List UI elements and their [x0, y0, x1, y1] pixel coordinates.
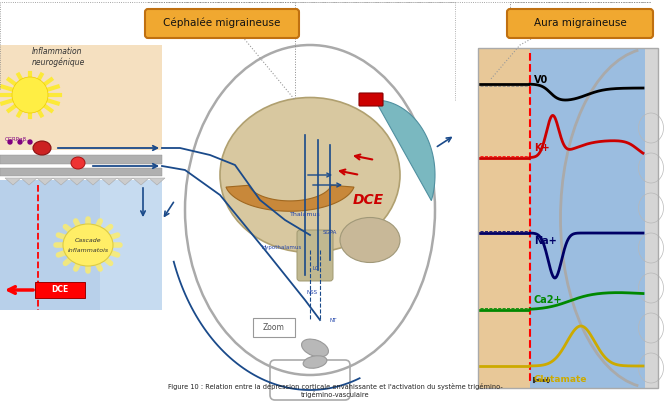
- Polygon shape: [226, 185, 354, 211]
- Polygon shape: [101, 178, 117, 185]
- Polygon shape: [69, 178, 85, 185]
- Bar: [0, 180, 162, 310]
- Bar: [35, 282, 85, 298]
- Polygon shape: [149, 178, 165, 185]
- Text: Aura migraineuse: Aura migraineuse: [533, 18, 626, 28]
- Text: DCE: DCE: [52, 286, 68, 294]
- Bar: [645, 48, 658, 388]
- Ellipse shape: [302, 339, 328, 357]
- Text: CGRPαβ.: CGRPαβ.: [5, 138, 29, 142]
- Polygon shape: [117, 178, 133, 185]
- Text: V0: V0: [534, 75, 548, 85]
- Text: Hypothalamus: Hypothalamus: [262, 245, 302, 251]
- Text: NSS: NSS: [306, 290, 318, 296]
- Polygon shape: [53, 178, 69, 185]
- Text: K+: K+: [534, 143, 549, 153]
- Text: Thalamus: Thalamus: [289, 213, 320, 217]
- Polygon shape: [21, 178, 37, 185]
- Text: NT: NT: [330, 318, 337, 322]
- Bar: [478, 48, 530, 388]
- Bar: [0, 155, 162, 164]
- Polygon shape: [37, 178, 53, 185]
- Text: Ca2+: Ca2+: [534, 295, 563, 305]
- Bar: [478, 48, 658, 388]
- Polygon shape: [375, 100, 435, 200]
- FancyBboxPatch shape: [359, 93, 383, 106]
- Ellipse shape: [303, 356, 327, 368]
- Ellipse shape: [220, 97, 400, 253]
- FancyBboxPatch shape: [253, 318, 295, 337]
- Text: Glutamate: Glutamate: [534, 375, 588, 385]
- Polygon shape: [133, 178, 149, 185]
- Polygon shape: [85, 178, 101, 185]
- Circle shape: [12, 77, 48, 113]
- Text: Figure 10 : Relation entre la dépression corticale envahissante et l'activation : Figure 10 : Relation entre la dépression…: [168, 383, 502, 398]
- Bar: [0, 168, 162, 176]
- Text: Na+: Na+: [534, 236, 557, 246]
- Ellipse shape: [340, 217, 400, 263]
- Text: Cascade: Cascade: [74, 239, 101, 243]
- FancyBboxPatch shape: [507, 9, 653, 38]
- Ellipse shape: [71, 157, 85, 169]
- Circle shape: [28, 140, 32, 144]
- Ellipse shape: [63, 224, 113, 266]
- Text: Zoom: Zoom: [263, 322, 285, 332]
- Text: LC: LC: [313, 265, 320, 271]
- Circle shape: [18, 140, 22, 144]
- Circle shape: [8, 140, 12, 144]
- Text: Inflammation
neurogénique: Inflammation neurogénique: [32, 47, 85, 67]
- Bar: [530, 48, 645, 388]
- Text: DCE: DCE: [352, 193, 383, 207]
- FancyBboxPatch shape: [145, 9, 299, 38]
- Text: inflammatois: inflammatois: [68, 249, 109, 253]
- FancyBboxPatch shape: [297, 230, 333, 281]
- Bar: [100, 180, 162, 310]
- Ellipse shape: [33, 141, 51, 155]
- Polygon shape: [5, 178, 21, 185]
- Bar: [0, 45, 162, 150]
- Text: Céphalée migraineuse: Céphalée migraineuse: [163, 18, 281, 28]
- Text: SGPA: SGPA: [323, 229, 337, 235]
